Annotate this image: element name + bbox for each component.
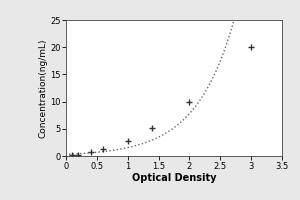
- Y-axis label: Concentration(ng/mL): Concentration(ng/mL): [38, 38, 47, 138]
- X-axis label: Optical Density: Optical Density: [132, 173, 216, 183]
